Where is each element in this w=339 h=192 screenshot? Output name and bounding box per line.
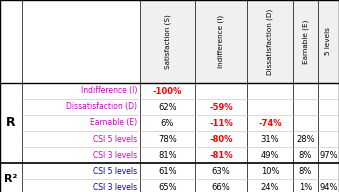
Text: 78%: 78% — [158, 135, 177, 143]
Text: 24%: 24% — [261, 183, 279, 191]
Text: Earnable (E): Earnable (E) — [90, 118, 137, 127]
Text: 10%: 10% — [261, 166, 279, 175]
Text: CSI 5 levels: CSI 5 levels — [93, 135, 137, 143]
Text: 65%: 65% — [158, 183, 177, 191]
Text: CSI 3 levels: CSI 3 levels — [93, 151, 137, 160]
Text: Earnable (E): Earnable (E) — [302, 19, 309, 64]
Text: 8%: 8% — [299, 151, 312, 160]
Text: R²: R² — [4, 174, 18, 184]
Text: 28%: 28% — [296, 135, 315, 143]
Text: Dissatisfaction (D): Dissatisfaction (D) — [267, 8, 273, 75]
Text: Dissatisfaction (D): Dissatisfaction (D) — [66, 103, 137, 112]
Text: 8%: 8% — [299, 166, 312, 175]
Text: 81%: 81% — [158, 151, 177, 160]
Text: -74%: -74% — [258, 118, 282, 127]
Text: 97%: 97% — [319, 151, 338, 160]
Text: 1%: 1% — [299, 183, 312, 191]
Text: -59%: -59% — [209, 103, 233, 112]
Text: 5 levels: 5 levels — [325, 28, 332, 55]
Text: 66%: 66% — [212, 183, 231, 191]
Text: CSI 5 levels: CSI 5 levels — [93, 166, 137, 175]
Text: -81%: -81% — [209, 151, 233, 160]
Text: 94%: 94% — [319, 183, 338, 191]
Text: 6%: 6% — [161, 118, 174, 127]
Text: 61%: 61% — [158, 166, 177, 175]
Text: -11%: -11% — [209, 118, 233, 127]
Bar — [140, 0, 339, 83]
Text: 62%: 62% — [158, 103, 177, 112]
Text: -100%: -100% — [153, 87, 182, 95]
Text: Indifference (I): Indifference (I) — [81, 87, 137, 95]
Text: 49%: 49% — [261, 151, 279, 160]
Text: R: R — [6, 117, 16, 129]
Text: -80%: -80% — [209, 135, 233, 143]
Text: 31%: 31% — [261, 135, 279, 143]
Text: Indifference (I): Indifference (I) — [218, 15, 224, 68]
Text: CSI 3 levels: CSI 3 levels — [93, 183, 137, 191]
Text: 63%: 63% — [212, 166, 231, 175]
Text: Satisfaction (S): Satisfaction (S) — [164, 14, 171, 69]
